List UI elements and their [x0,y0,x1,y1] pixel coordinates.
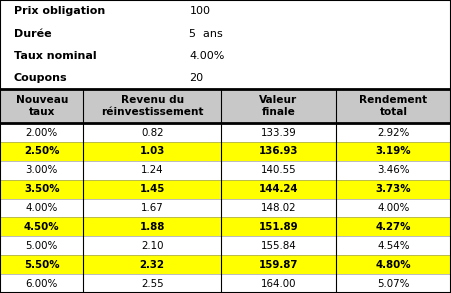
Text: 4.00%: 4.00% [377,203,410,213]
Text: 144.24: 144.24 [259,184,298,194]
Text: 164.00: 164.00 [261,279,296,289]
Text: Durée: Durée [14,28,51,38]
Text: 2.32: 2.32 [140,260,165,270]
Text: 2.50%: 2.50% [24,146,60,156]
Text: 155.84: 155.84 [261,241,296,251]
Bar [0,217,451,236]
Text: 133.39: 133.39 [261,127,296,137]
Text: 151.89: 151.89 [259,222,298,232]
Text: 6.00%: 6.00% [26,279,58,289]
Text: 4.50%: 4.50% [24,222,60,232]
Text: 3.50%: 3.50% [24,184,60,194]
Text: 100: 100 [189,6,211,16]
Text: Taux nominal: Taux nominal [14,51,96,61]
Text: 140.55: 140.55 [261,165,296,175]
Text: 1.88: 1.88 [139,222,165,232]
Text: 4.54%: 4.54% [377,241,410,251]
Text: 5.50%: 5.50% [24,260,60,270]
Text: 5.00%: 5.00% [26,241,58,251]
Bar [0,236,451,255]
Bar [0,161,451,180]
Text: 3.73%: 3.73% [376,184,411,194]
Text: Prix obligation: Prix obligation [14,6,105,16]
Text: Rendement
total: Rendement total [359,96,428,117]
Text: 4.00%: 4.00% [189,51,225,61]
Text: 2.10: 2.10 [141,241,163,251]
Bar [0,89,451,123]
Bar [0,142,451,161]
Text: 0.82: 0.82 [141,127,163,137]
Text: 5  ans: 5 ans [189,28,223,38]
Bar [0,123,451,142]
Text: 159.87: 159.87 [259,260,298,270]
Bar [0,255,451,274]
Text: 20: 20 [189,73,203,83]
Text: 2.00%: 2.00% [26,127,58,137]
Text: Revenu du
réinvestissement: Revenu du réinvestissement [101,96,203,117]
Bar [0,180,451,199]
Text: 3.46%: 3.46% [377,165,410,175]
Text: 5.07%: 5.07% [377,279,410,289]
Bar [0,274,451,293]
Text: Coupons: Coupons [14,73,67,83]
Text: 1.45: 1.45 [139,184,165,194]
Text: 1.24: 1.24 [141,165,164,175]
Text: 4.27%: 4.27% [376,222,411,232]
Text: Valeur
finale: Valeur finale [259,96,298,117]
Bar [0,199,451,217]
Text: 1.67: 1.67 [141,203,164,213]
Text: Nouveau
taux: Nouveau taux [15,96,68,117]
Text: 2.55: 2.55 [141,279,164,289]
Text: 3.00%: 3.00% [26,165,58,175]
Text: 148.02: 148.02 [261,203,296,213]
Text: 4.80%: 4.80% [376,260,411,270]
Text: 3.19%: 3.19% [376,146,411,156]
Text: 2.92%: 2.92% [377,127,410,137]
Text: 136.93: 136.93 [259,146,298,156]
Text: 4.00%: 4.00% [26,203,58,213]
Text: 1.03: 1.03 [139,146,165,156]
